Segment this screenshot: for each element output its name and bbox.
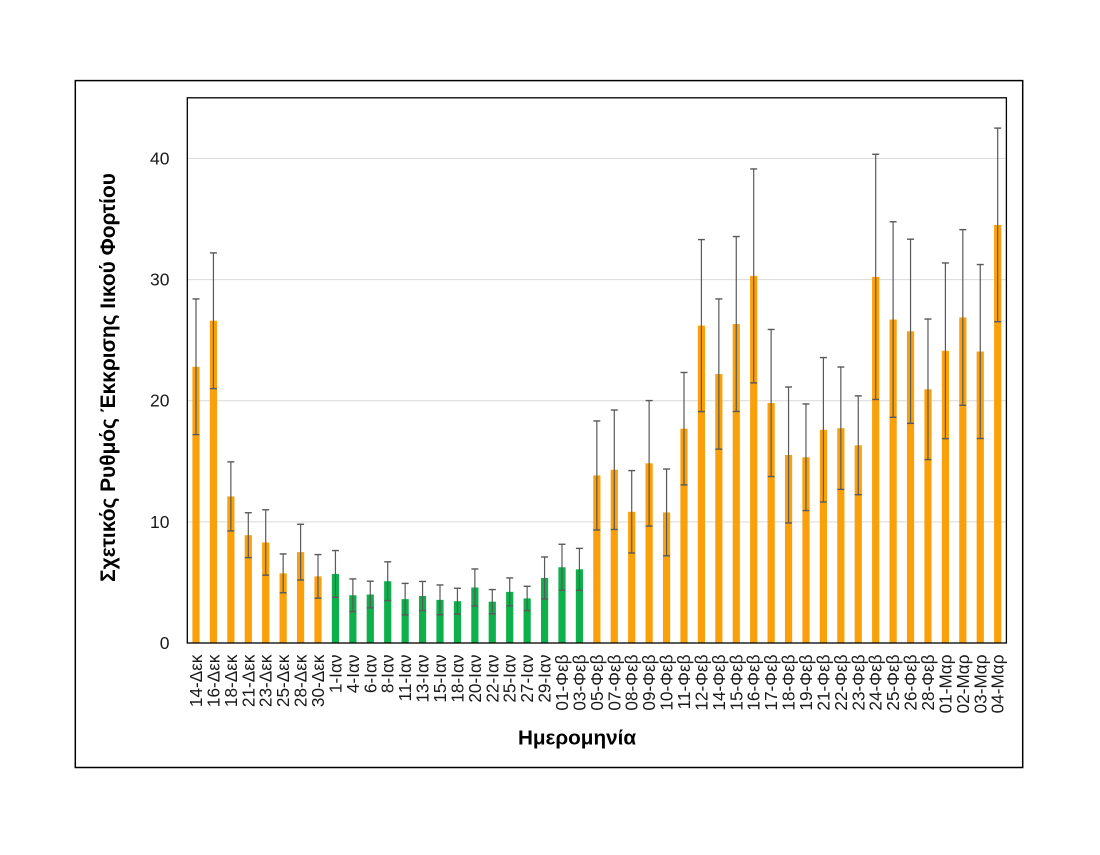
svg-text:25-Ιαν: 25-Ιαν: [500, 655, 520, 703]
svg-text:23-Φεβ: 23-Φεβ: [848, 654, 868, 710]
svg-text:22-Φεβ: 22-Φεβ: [831, 654, 851, 710]
svg-text:14-Φεβ: 14-Φεβ: [709, 654, 729, 710]
svg-text:29-Ιαν: 29-Ιαν: [535, 655, 555, 703]
svg-text:12-Φεβ: 12-Φεβ: [691, 654, 711, 710]
svg-text:10-Φεβ: 10-Φεβ: [657, 654, 677, 710]
svg-text:03-Μαρ: 03-Μαρ: [970, 654, 990, 713]
svg-text:16-Δεκ: 16-Δεκ: [203, 654, 223, 707]
svg-text:18-Ιαν: 18-Ιαν: [447, 655, 467, 703]
svg-text:17-Φεβ: 17-Φεβ: [761, 654, 781, 710]
svg-text:22-Ιαν: 22-Ιαν: [482, 655, 502, 703]
svg-text:10: 10: [150, 512, 170, 532]
svg-text:19-Φεβ: 19-Φεβ: [796, 654, 816, 710]
svg-text:21-Δεκ: 21-Δεκ: [238, 654, 258, 707]
svg-text:Σχετικός Ρυθμός Έκκρισης Ιικού: Σχετικός Ρυθμός Έκκρισης Ιικού Φορτίου: [97, 173, 120, 582]
svg-text:40: 40: [150, 148, 170, 168]
svg-text:1-Ιαν: 1-Ιαν: [325, 655, 345, 694]
svg-text:6-Ιαν: 6-Ιαν: [360, 655, 380, 694]
svg-text:24-Φεβ: 24-Φεβ: [866, 654, 886, 710]
svg-text:25-Δεκ: 25-Δεκ: [273, 654, 293, 707]
svg-text:08-Φεβ: 08-Φεβ: [622, 654, 642, 710]
svg-text:11-Φεβ: 11-Φεβ: [674, 654, 694, 709]
svg-text:03-Φεβ: 03-Φεβ: [569, 654, 589, 710]
svg-text:8-Ιαν: 8-Ιαν: [378, 655, 398, 694]
svg-text:30: 30: [150, 270, 170, 290]
svg-text:01-Φεβ: 01-Φεβ: [552, 654, 572, 710]
svg-text:26-Φεβ: 26-Φεβ: [901, 654, 921, 710]
svg-text:11-Ιαν: 11-Ιαν: [395, 655, 415, 702]
svg-text:07-Φεβ: 07-Φεβ: [604, 654, 624, 710]
svg-text:14-Δεκ: 14-Δεκ: [186, 654, 206, 707]
svg-text:18-Φεβ: 18-Φεβ: [779, 654, 799, 710]
svg-text:28-Φεβ: 28-Φεβ: [918, 654, 938, 710]
svg-text:13-Ιαν: 13-Ιαν: [413, 655, 433, 703]
svg-text:05-Φεβ: 05-Φεβ: [587, 654, 607, 710]
svg-text:01-Μαρ: 01-Μαρ: [935, 654, 955, 713]
svg-text:28-Δεκ: 28-Δεκ: [291, 654, 311, 707]
svg-text:15-Ιαν: 15-Ιαν: [430, 655, 450, 703]
svg-text:27-Ιαν: 27-Ιαν: [517, 655, 537, 703]
svg-text:18-Δεκ: 18-Δεκ: [221, 654, 241, 707]
svg-text:4-Ιαν: 4-Ιαν: [343, 655, 363, 694]
svg-text:15-Φεβ: 15-Φεβ: [726, 654, 746, 710]
svg-text:0: 0: [160, 633, 170, 653]
svg-text:Ημερομηνία: Ημερομηνία: [518, 726, 636, 749]
svg-text:30-Δεκ: 30-Δεκ: [308, 654, 328, 707]
svg-text:04-Μαρ: 04-Μαρ: [988, 654, 1008, 713]
svg-text:02-Μαρ: 02-Μαρ: [953, 654, 973, 713]
svg-text:20-Ιαν: 20-Ιαν: [465, 655, 485, 703]
svg-text:21-Φεβ: 21-Φεβ: [813, 654, 833, 710]
svg-text:23-Δεκ: 23-Δεκ: [256, 654, 276, 707]
svg-text:16-Φεβ: 16-Φεβ: [744, 654, 764, 710]
svg-text:09-Φεβ: 09-Φεβ: [639, 654, 659, 710]
svg-text:20: 20: [150, 391, 170, 411]
svg-text:25-Φεβ: 25-Φεβ: [883, 654, 903, 710]
